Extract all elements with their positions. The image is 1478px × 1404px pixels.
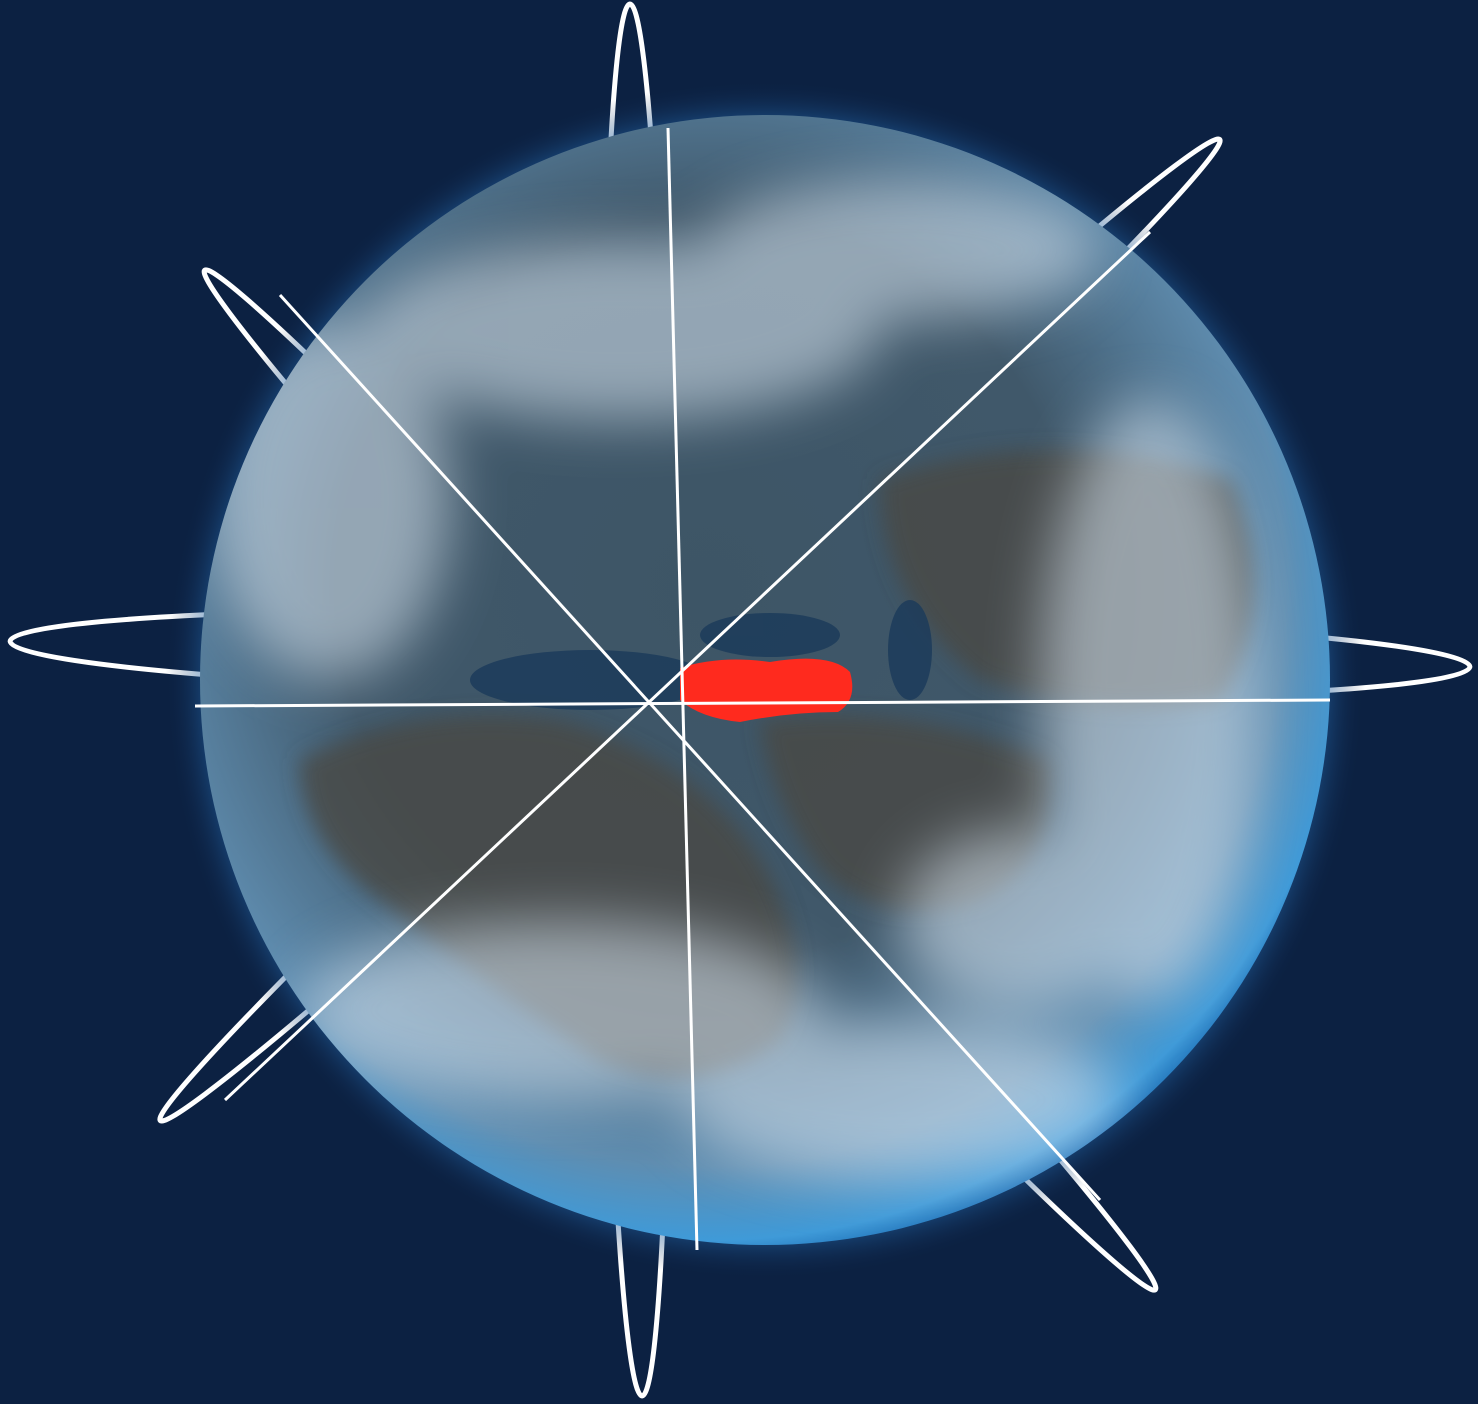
globe-surface — [210, 180, 1260, 1180]
orbit-front — [666, 127, 699, 1251]
orbit-front — [223, 230, 1152, 1102]
seas — [470, 600, 932, 710]
orbits-front — [194, 127, 1331, 1251]
orbit-front — [278, 293, 1102, 1202]
orbit-front — [194, 698, 1331, 708]
highlighted-country — [680, 658, 853, 722]
